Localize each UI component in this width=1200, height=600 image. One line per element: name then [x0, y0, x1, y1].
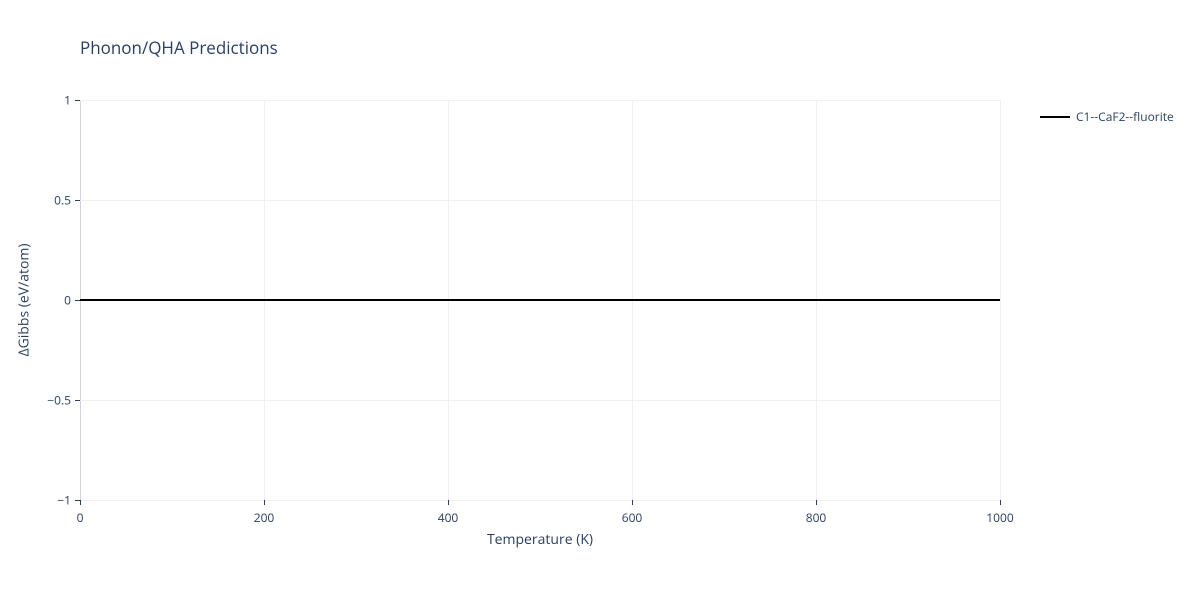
chart-title: Phonon/QHA Predictions	[80, 36, 278, 59]
chart-container: Phonon/QHA Predictions C1--CaF2--fluorit…	[0, 0, 1200, 600]
y-tick-mark	[75, 100, 80, 101]
x-tick-mark	[264, 500, 265, 505]
x-tick-mark	[1000, 500, 1001, 505]
x-tick-mark	[80, 500, 81, 505]
x-tick-mark	[816, 500, 817, 505]
legend-item[interactable]: C1--CaF2--fluorite	[1040, 108, 1174, 125]
y-tick-label: −1	[57, 492, 71, 509]
y-tick-label: −0.5	[47, 392, 71, 409]
x-tick-label: 400	[438, 509, 459, 526]
y-tick-mark	[75, 200, 80, 201]
y-tick-label: 1	[64, 92, 71, 109]
x-tick-label: 800	[806, 509, 827, 526]
x-tick-mark	[448, 500, 449, 505]
series-line[interactable]	[80, 299, 1000, 301]
x-tick-label: 600	[622, 509, 643, 526]
x-tick-label: 200	[254, 509, 275, 526]
x-axis-label: Temperature (K)	[487, 530, 593, 549]
y-tick-label: 0	[64, 292, 71, 309]
legend[interactable]: C1--CaF2--fluorite	[1040, 108, 1174, 125]
y-tick-mark	[75, 300, 80, 301]
y-gridline	[80, 400, 1000, 401]
legend-label: C1--CaF2--fluorite	[1076, 108, 1174, 125]
y-gridline	[80, 200, 1000, 201]
y-tick-mark	[75, 500, 80, 501]
y-gridline	[80, 100, 1000, 101]
y-tick-mark	[75, 400, 80, 401]
x-tick-mark	[632, 500, 633, 505]
y-gridline	[80, 500, 1000, 501]
x-tick-label: 0	[77, 509, 84, 526]
plot-area[interactable]	[80, 100, 1000, 500]
legend-swatch	[1040, 116, 1070, 118]
y-tick-label: 0.5	[54, 192, 71, 209]
y-axis-label: ΔGibbs (eV/atom)	[15, 243, 34, 356]
x-tick-label: 1000	[986, 509, 1013, 526]
x-gridline	[1000, 100, 1001, 500]
